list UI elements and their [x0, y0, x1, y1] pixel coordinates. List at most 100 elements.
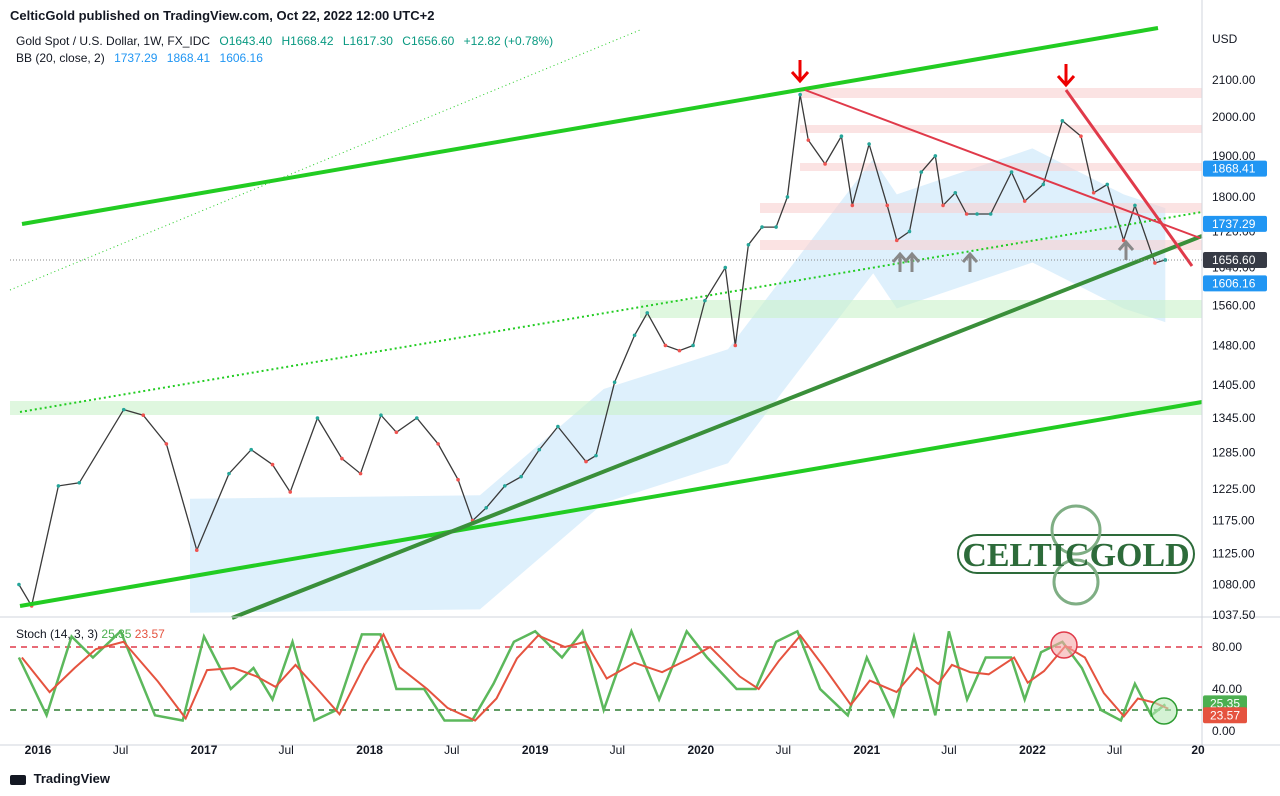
price-badge-label: 1606.16	[1212, 276, 1256, 290]
zone-1345	[10, 401, 1202, 415]
price-point	[17, 582, 21, 587]
low-value: L1617.30	[342, 34, 393, 48]
symbol-label: Gold Spot / U.S. Dollar, 1W, FX_IDC	[16, 34, 211, 48]
dotted-thin-line	[9, 29, 641, 291]
time-tick-label: 2020	[687, 743, 714, 757]
price-point	[798, 92, 802, 97]
price-point	[315, 416, 320, 420]
time-tick-label: 2019	[522, 743, 549, 757]
zone-1680	[760, 240, 1202, 250]
close-value: C1656.60	[402, 34, 455, 48]
stoch-oversold-marker	[1150, 697, 1178, 725]
price-badge	[1203, 251, 1267, 268]
stoch-overbought-marker	[1050, 631, 1078, 659]
price-point	[964, 212, 969, 216]
price-point	[953, 190, 958, 195]
time-tick-label: 20	[1191, 743, 1205, 757]
price-tick-label: 1175.00	[1212, 514, 1255, 528]
price-badge-label: 1737.29	[1212, 217, 1256, 231]
price-tick-label: 1560.00	[1212, 299, 1256, 313]
stoch-legend: Stoch (14, 3, 3) 25.35 23.57	[16, 627, 165, 641]
price-badge-label: 1656.60	[1212, 253, 1256, 267]
price-tick-label: 1037.50	[1212, 608, 1256, 622]
price-point	[885, 203, 890, 208]
bb-basis: 1737.29	[114, 51, 158, 65]
time-tick-label: Jul	[444, 743, 459, 757]
celtic-knot-icon	[1052, 558, 1100, 606]
price-point	[1121, 238, 1126, 243]
price-point	[379, 413, 383, 418]
stoch-d-value: 23.57	[134, 627, 165, 641]
price-point	[415, 416, 419, 420]
price-point	[394, 430, 399, 435]
upper-channel-line	[21, 26, 1159, 226]
price-point	[1133, 203, 1137, 208]
time-tick-label: 2016	[25, 743, 52, 757]
tradingview-logo[interactable]: TradingView	[10, 771, 110, 786]
brand-label: TradingView	[33, 771, 110, 786]
open-value: O1643.40	[219, 34, 273, 48]
price-axis-ticks: 2100.002000.001900.001800.001720.001640.…	[1212, 73, 1256, 622]
resistance-line-2	[1064, 89, 1194, 267]
zones	[10, 88, 1202, 415]
price-tick-label: 1800.00	[1212, 190, 1256, 204]
zone-1780	[760, 203, 1202, 213]
trend-lines	[9, 26, 1203, 620]
price-point	[519, 474, 523, 479]
red-arrow-down-icon	[1056, 64, 1076, 88]
price-point	[1022, 199, 1027, 203]
price-point	[584, 459, 588, 464]
celtic-knot-icon	[1050, 504, 1102, 556]
stoch-k-line	[17, 627, 1167, 723]
price-badges: 1868.41 1737.29 1656.60 1606.16	[1203, 160, 1267, 292]
zone-1860	[800, 163, 1202, 171]
price-point	[537, 447, 542, 452]
price-tick-label: 1345.00	[1212, 411, 1256, 425]
price-tick-label: 2100.00	[1212, 73, 1256, 87]
price-badge-label: 1868.41	[1212, 162, 1256, 176]
price-point	[503, 484, 507, 488]
lower-channel-line	[19, 400, 1203, 608]
price-point	[691, 343, 695, 348]
price-point	[933, 154, 938, 158]
price-point	[850, 203, 855, 208]
grey-arrow-up-icon	[891, 251, 909, 272]
bollinger-band-area	[190, 148, 1166, 613]
price-point	[358, 471, 363, 476]
time-tick-label: 2017	[191, 743, 218, 757]
price-tick-label: 1225.00	[1212, 482, 1256, 496]
stoch-tick-label: 40.00	[1212, 682, 1242, 696]
price-point	[839, 134, 844, 139]
price-point	[594, 453, 598, 458]
time-tick-label: 2021	[853, 743, 880, 757]
price-point	[556, 424, 560, 429]
time-tick-label: Jul	[776, 743, 791, 757]
price-point	[723, 265, 728, 270]
price-point	[703, 298, 707, 303]
price-tick-label: 1080.00	[1212, 578, 1256, 592]
price-point	[774, 225, 778, 229]
long-uptrend-line	[231, 234, 1203, 620]
time-tick-label: Jul	[941, 743, 956, 757]
price-point	[785, 195, 790, 199]
price-point	[988, 212, 993, 216]
tradingview-icon	[10, 774, 26, 785]
price-point	[907, 229, 912, 234]
zone-1960	[800, 125, 1202, 133]
price-point	[121, 407, 126, 412]
zone-1560	[640, 300, 1202, 318]
grey-arrow-up-icon	[961, 251, 979, 272]
price-point	[270, 462, 275, 467]
price-point	[227, 471, 231, 476]
stoch-axis-ticks: 80.00 40.00 0.00	[1212, 640, 1242, 738]
price-point	[456, 477, 460, 482]
price-point	[867, 142, 871, 146]
stoch-tick-label: 0.00	[1212, 724, 1236, 738]
price-tick-label: 1900.00	[1212, 149, 1256, 163]
price-point	[141, 413, 146, 418]
price-point	[56, 484, 61, 488]
price-point	[746, 243, 751, 247]
price-tick-label: 1405.00	[1212, 378, 1256, 392]
price-point	[760, 225, 764, 229]
